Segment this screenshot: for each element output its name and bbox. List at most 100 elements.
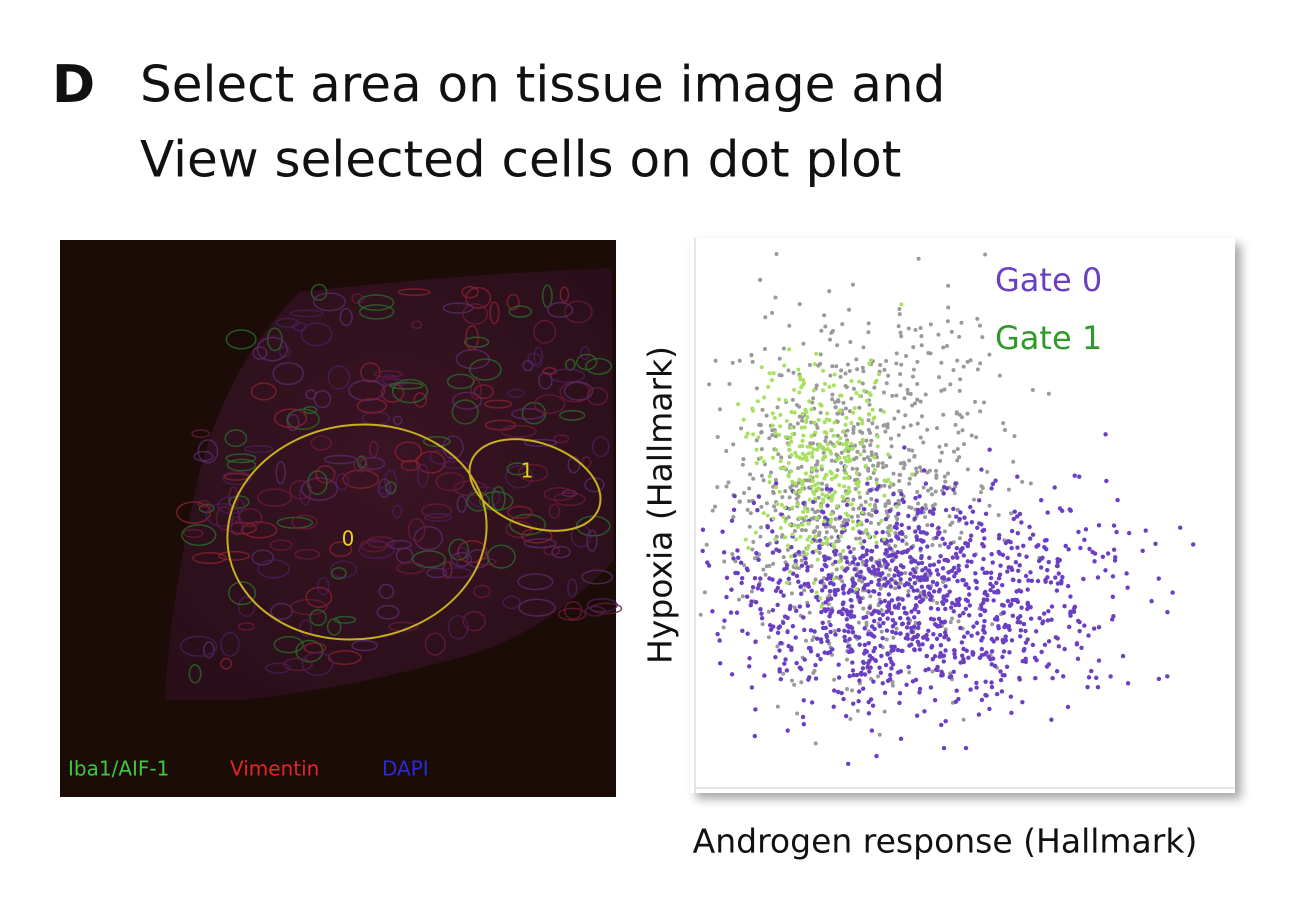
dot [1068,594,1073,599]
dot [788,485,793,490]
dot [750,585,756,590]
dot [729,518,735,523]
dot [852,406,857,411]
dot [964,521,969,526]
dot [941,659,946,664]
dot [869,438,874,443]
dot [957,455,962,460]
dot [790,479,795,484]
dot [916,621,922,626]
dot [934,535,939,540]
dot [819,567,825,573]
dot [835,689,841,695]
dot [862,457,867,462]
dot [1111,547,1117,552]
dot [819,609,824,615]
dot [923,566,928,571]
dot [807,675,812,680]
dot [790,505,795,510]
dot [902,396,907,401]
dot [757,422,762,427]
tissue-gland [567,578,578,598]
dot [932,698,938,703]
dot [879,653,884,659]
dot [704,542,709,547]
dot [851,526,856,531]
dot [792,490,797,495]
dot [812,420,817,425]
dot [936,332,941,337]
dot [824,634,830,640]
dot [863,562,869,568]
tissue-gland [358,304,395,320]
dot [799,563,805,568]
dot [978,361,983,366]
dot [796,549,802,555]
tissue-gland [543,487,575,502]
dot [818,596,823,601]
dot [920,568,925,573]
dot [970,650,975,655]
dot [831,433,836,438]
dot [789,439,794,444]
dot [813,577,818,582]
dot [930,542,935,547]
dot [924,577,929,582]
dot [1015,474,1020,479]
tissue-gland [272,361,304,386]
dot [749,685,755,690]
dot [806,645,812,651]
dot [771,561,776,566]
dot [910,636,915,642]
dot [874,498,879,503]
dot [957,388,962,393]
tissue-gland [447,615,469,640]
dot [943,479,948,484]
dot [912,647,917,653]
dot [898,631,903,636]
dot [700,527,706,532]
tissue-gland [533,319,557,344]
tissue-gland [584,605,606,617]
dot [752,733,758,739]
dot [1062,604,1067,609]
dot [785,615,790,621]
dot [900,621,905,626]
tissue-gland [317,577,330,596]
dot [876,521,881,526]
dot [782,505,787,510]
dot [997,532,1002,538]
dot [885,562,890,567]
dot [999,602,1005,608]
tissue-gland [538,371,553,390]
dot [937,530,942,535]
dot [931,562,937,567]
tissue-gland [327,649,362,666]
tissue-gland [580,345,590,361]
dot [851,546,856,551]
dot [833,400,838,405]
dot [983,679,988,684]
dot [833,632,838,637]
dot [773,588,779,593]
dot [846,590,851,595]
dot [901,605,907,611]
dot [775,630,781,635]
dot [914,565,919,570]
dot [1025,600,1031,606]
dot [781,671,786,676]
dot [1015,545,1020,550]
dot [864,620,869,625]
dot [922,468,927,473]
dot [860,666,866,671]
dot [866,476,871,481]
dot [849,441,854,446]
dot [787,447,792,452]
dot [981,597,987,602]
tissue-gland [252,346,268,360]
dot [890,629,895,635]
tissue-gland [376,604,400,620]
dot [951,506,956,512]
dot [854,573,859,578]
dot [894,504,899,509]
